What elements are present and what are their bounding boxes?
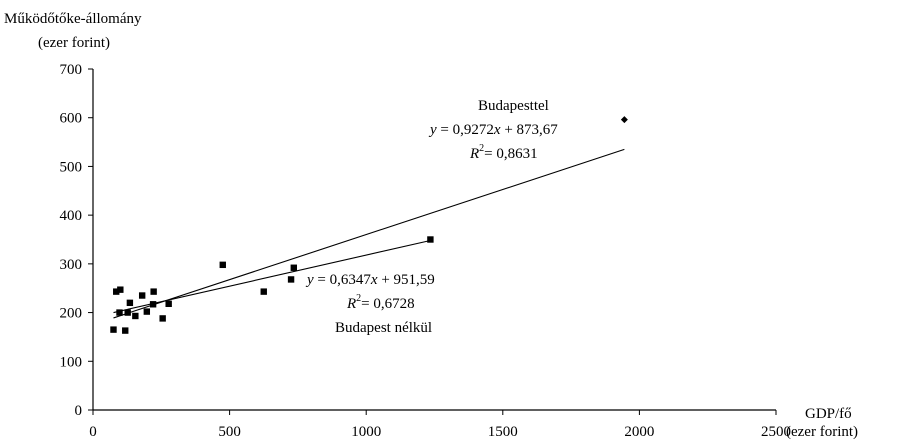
annotation-nelkul-name: Budapest nélkül	[335, 320, 432, 336]
ticks-group: 0 500 1000 1500 2000 2500 0 100 200 300 400 500 600 7…	[60, 62, 792, 440]
points-group	[110, 116, 628, 334]
eq-x-symbol: x	[370, 272, 378, 288]
data-point	[260, 288, 267, 295]
trendline	[113, 148, 625, 319]
data-point	[290, 264, 298, 271]
data-point	[138, 292, 146, 299]
annotation-nelkul-equation: y = 0,6347x + 951,59	[305, 272, 435, 288]
r-symbol: R	[346, 296, 356, 312]
data-point	[117, 286, 124, 293]
y-tick-label: 0	[75, 403, 83, 419]
x-tick-label: 500	[218, 424, 241, 440]
data-point	[159, 315, 166, 322]
eq-y-symbol: y	[428, 122, 437, 138]
eq-y-symbol: y	[305, 272, 314, 288]
data-point	[132, 312, 139, 320]
eq-intercept: + 951,59	[381, 272, 434, 288]
eq-coefficient: = 0,9272	[440, 122, 493, 138]
data-point	[149, 301, 157, 308]
y-tick-label: 300	[60, 257, 83, 273]
data-point	[427, 236, 434, 243]
y-tick-label: 700	[60, 62, 83, 78]
r-value: = 0,6728	[361, 296, 414, 312]
x-axis-title-line1: GDP/fő	[805, 406, 852, 422]
data-point	[219, 261, 226, 269]
annotation-budapest-nelkul: y = 0,6347x + 951,59 R2= 0,6728 Budapest…	[305, 272, 435, 336]
annotation-budapesttel-equation: y = 0,9272x + 873,67	[428, 122, 558, 138]
annotation-budapesttel-r2: R2= 0,8631	[469, 143, 538, 162]
x-tick-label: 2500	[761, 424, 791, 440]
y-axis-title-line1: Működőtőke-állomány	[4, 11, 142, 27]
eq-intercept: + 873,67	[504, 122, 558, 138]
data-point	[126, 299, 134, 307]
r-symbol: R	[469, 146, 479, 162]
x-tick-label: 2000	[624, 424, 654, 440]
annotation-nelkul-r2: R2= 0,6728	[346, 293, 415, 312]
data-point	[165, 300, 172, 308]
y-tick-label: 400	[60, 208, 83, 224]
data-point	[110, 326, 117, 333]
data-point	[150, 288, 157, 295]
x-tick-label: 1000	[351, 424, 381, 440]
annotation-budapesttel-name: Budapesttel	[478, 98, 549, 114]
y-tick-label: 500	[60, 159, 83, 175]
data-point	[113, 288, 120, 295]
x-tick-label: 1500	[488, 424, 518, 440]
x-axis-title-line2: (ezer forint)	[786, 424, 858, 440]
y-tick-label: 100	[60, 354, 83, 370]
trendlines-group	[113, 148, 625, 319]
data-point	[116, 309, 123, 316]
eq-coefficient: = 0,6347	[317, 272, 371, 288]
x-tick-label: 0	[89, 424, 97, 440]
y-tick-label: 600	[60, 111, 83, 127]
data-point	[287, 276, 295, 283]
annotation-budapesttel: Budapesttel y = 0,9272x + 873,67 R2= 0,8…	[428, 98, 558, 162]
y-tick-label: 200	[60, 306, 83, 322]
r-superscript: 2	[356, 293, 361, 304]
trendline	[113, 239, 431, 314]
data-point	[122, 327, 129, 334]
eq-x-symbol: x	[493, 122, 501, 138]
data-point	[143, 308, 151, 315]
y-axis-title-line2: (ezer forint)	[38, 35, 110, 51]
r-superscript: 2	[479, 143, 484, 154]
r-value: = 0,8631	[484, 146, 537, 162]
data-point	[124, 309, 131, 316]
data-point-diamond	[620, 116, 628, 124]
